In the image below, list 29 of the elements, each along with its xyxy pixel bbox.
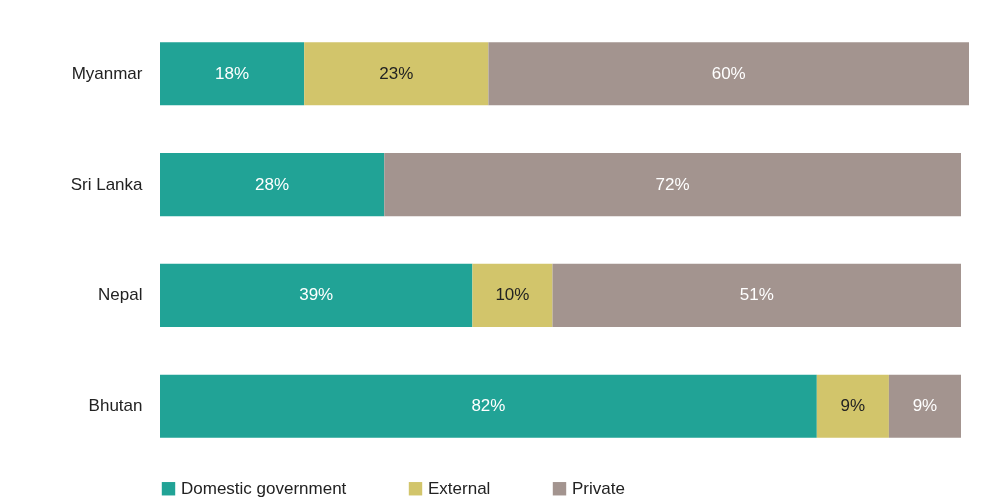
data-label: 9% bbox=[840, 396, 866, 416]
data-label: 10% bbox=[495, 285, 530, 305]
legend-label: Private bbox=[572, 478, 625, 498]
y-tick-label: Nepal bbox=[98, 285, 143, 305]
bar bbox=[472, 263, 553, 327]
bar bbox=[304, 42, 489, 106]
y-tick-label: Sri Lanka bbox=[70, 174, 144, 194]
bar bbox=[888, 374, 961, 438]
y-tick-label: Myanmar bbox=[71, 63, 143, 83]
data-label: 18% bbox=[215, 63, 250, 83]
y-tick-label: Bhutan bbox=[88, 396, 143, 416]
bar bbox=[160, 153, 385, 217]
legend-label: Domestic government bbox=[181, 478, 347, 498]
bar bbox=[816, 374, 889, 438]
data-label: 72% bbox=[655, 174, 690, 194]
data-label: 9% bbox=[912, 396, 938, 416]
bar bbox=[552, 263, 961, 327]
data-label: 23% bbox=[379, 63, 414, 83]
data-label: 51% bbox=[739, 285, 774, 305]
data-label: 60% bbox=[711, 63, 746, 83]
bar bbox=[384, 153, 961, 217]
bar bbox=[160, 374, 817, 438]
bar bbox=[488, 42, 969, 106]
bar bbox=[160, 263, 473, 327]
legend-label: External bbox=[428, 478, 491, 498]
bar bbox=[160, 42, 305, 106]
data-label: 28% bbox=[255, 174, 290, 194]
data-label: 39% bbox=[299, 285, 334, 305]
data-label: 82% bbox=[471, 396, 506, 416]
